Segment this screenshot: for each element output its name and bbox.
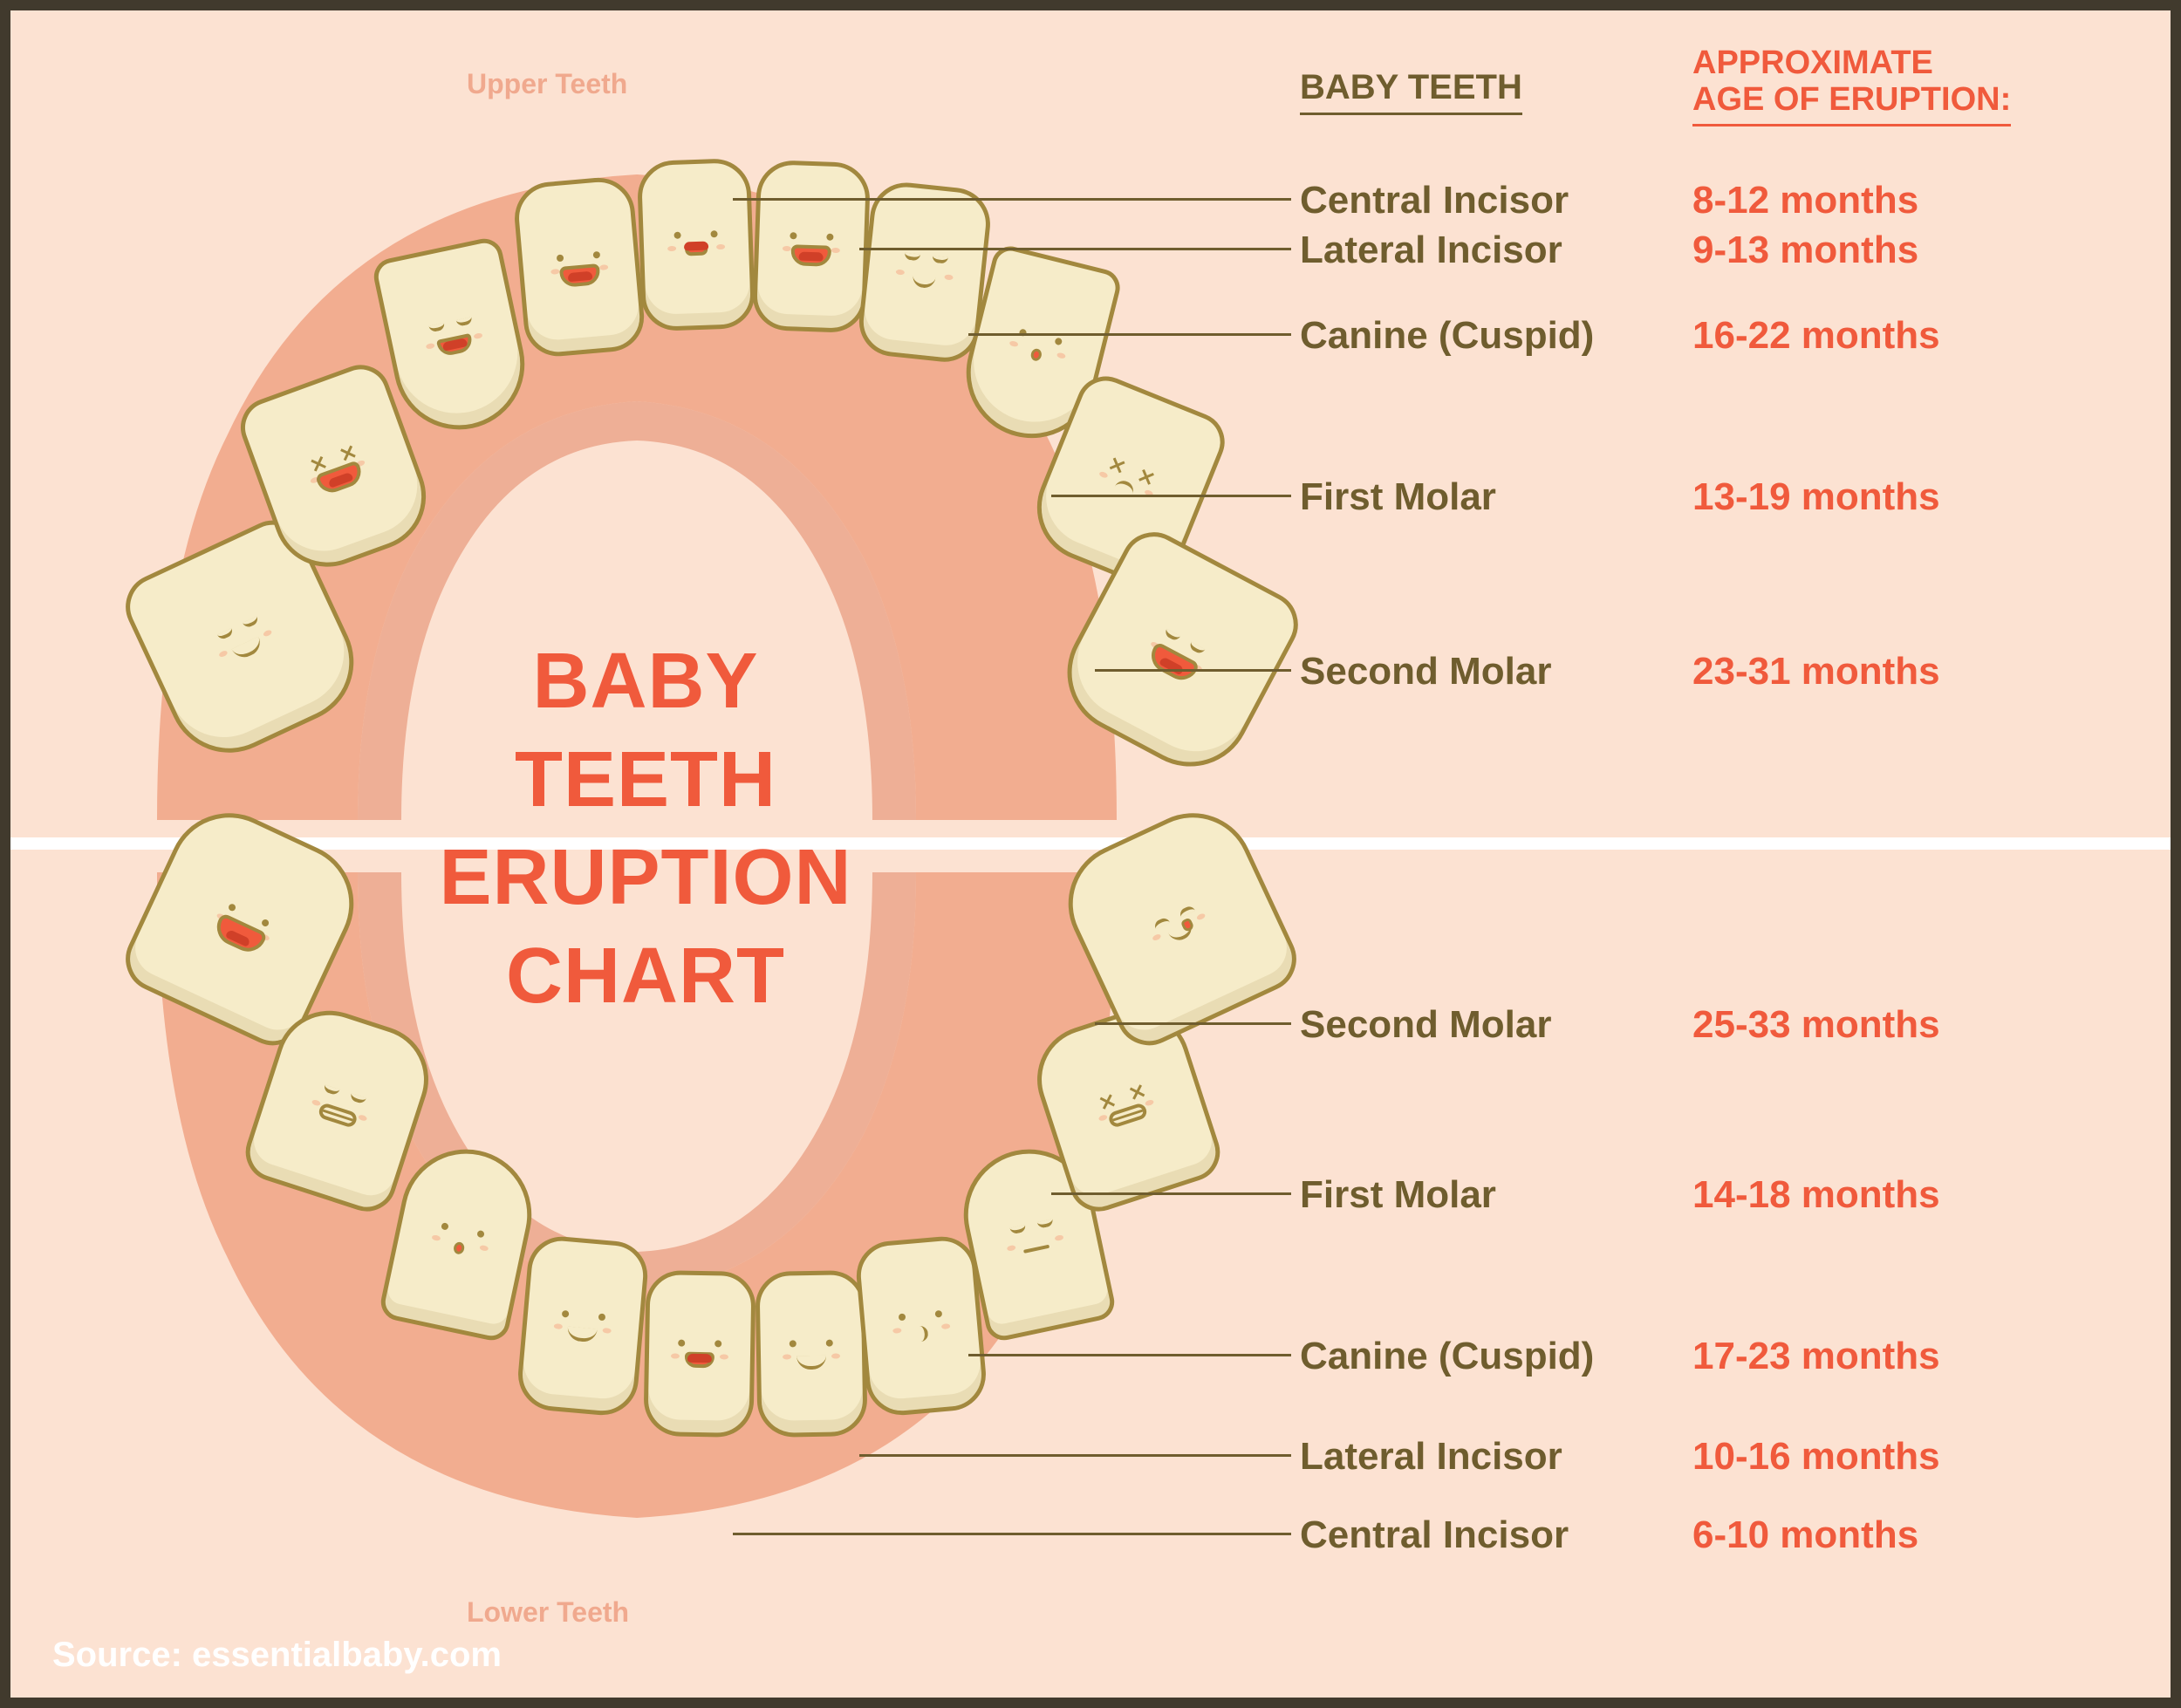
tooth-age: 17-23 months xyxy=(1692,1335,1940,1378)
title-line-1: BABY xyxy=(532,638,758,725)
upper-teeth-label: Upper Teeth xyxy=(467,68,627,100)
tooth-name: Central Incisor xyxy=(1300,179,1569,222)
age-header-line-2: AGE OF ERUPTION: xyxy=(1692,81,2011,118)
leader-line xyxy=(1095,1022,1291,1025)
column-header-age: APPROXIMATE AGE OF ERUPTION: xyxy=(1692,45,2011,126)
age-header-line-1: APPROXIMATE xyxy=(1692,44,1933,81)
tooth-age: 6-10 months xyxy=(1692,1513,1918,1557)
horizontal-divider xyxy=(10,837,2171,850)
tooth-icon xyxy=(854,1233,989,1418)
tooth-age: 9-13 months xyxy=(1692,229,1918,272)
column-header-baby-teeth: BABY TEETH xyxy=(1300,68,1522,115)
tooth-icon xyxy=(512,174,647,359)
title-line-2: TEETH xyxy=(515,736,776,823)
tooth-name: Central Incisor xyxy=(1300,1513,1569,1557)
tooth-icon xyxy=(755,1270,867,1438)
leader-line xyxy=(968,333,1291,336)
tooth-age: 8-12 months xyxy=(1692,179,1918,222)
tooth-name: Second Molar xyxy=(1300,1003,1552,1047)
lower-teeth-label: Lower Teeth xyxy=(467,1596,629,1629)
tooth-name: Canine (Cuspid) xyxy=(1300,314,1594,358)
tooth-icon xyxy=(752,159,872,332)
title-line-4: CHART xyxy=(506,933,785,1020)
tooth-age: 23-31 months xyxy=(1692,650,1940,693)
tooth-name: Lateral Incisor xyxy=(1300,229,1562,272)
leader-line xyxy=(733,1533,1291,1535)
tooth-name: Canine (Cuspid) xyxy=(1300,1335,1594,1378)
leader-line xyxy=(859,1454,1291,1457)
tooth-name: First Molar xyxy=(1300,1173,1496,1217)
leader-line xyxy=(1051,1192,1291,1195)
leader-line xyxy=(1051,495,1291,497)
tooth-name: First Molar xyxy=(1300,475,1496,519)
chart-title: BABY TEETH ERUPTION CHART xyxy=(375,632,916,1025)
tooth-name: Lateral Incisor xyxy=(1300,1435,1562,1479)
tooth-age: 13-19 months xyxy=(1692,475,1940,519)
tooth-icon xyxy=(516,1233,651,1418)
leader-line xyxy=(859,248,1291,250)
leader-line xyxy=(1095,669,1291,672)
tooth-age: 16-22 months xyxy=(1692,314,1940,358)
leader-line xyxy=(968,1354,1291,1356)
tooth-age: 10-16 months xyxy=(1692,1435,1940,1479)
source-credit: Source: essentialbaby.com xyxy=(52,1636,502,1675)
leader-line xyxy=(733,198,1291,201)
title-line-3: ERUPTION xyxy=(439,834,851,921)
tooth-name: Second Molar xyxy=(1300,650,1552,693)
tooth-icon xyxy=(643,1270,755,1438)
tooth-icon xyxy=(637,157,756,331)
tooth-age: 25-33 months xyxy=(1692,1003,1940,1047)
tooth-age: 14-18 months xyxy=(1692,1173,1940,1217)
